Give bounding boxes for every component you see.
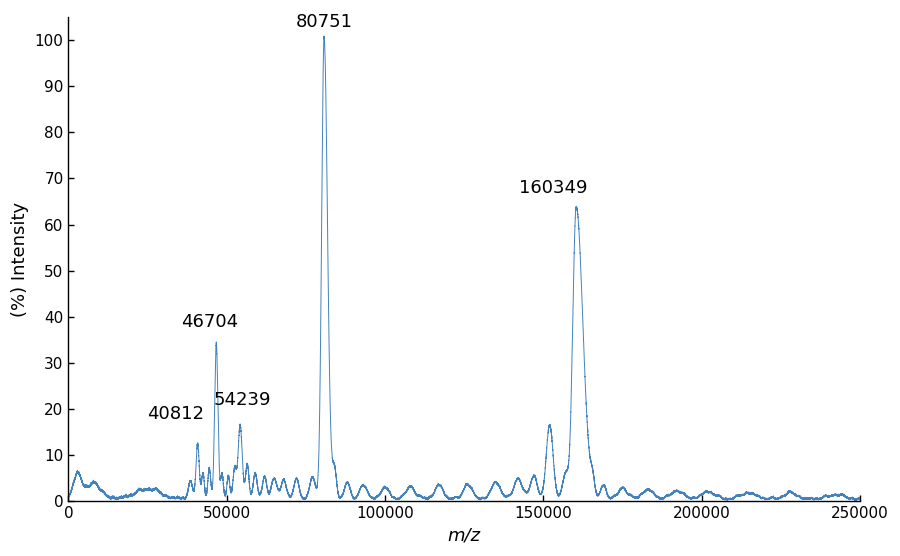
Text: 80751: 80751: [295, 13, 353, 31]
Text: 54239: 54239: [214, 391, 271, 409]
Text: 46704: 46704: [181, 312, 238, 331]
Y-axis label: (%) Intensity: (%) Intensity: [11, 202, 29, 317]
Text: 40812: 40812: [148, 405, 204, 423]
X-axis label: m/z: m/z: [447, 527, 481, 545]
Text: 160349: 160349: [518, 179, 587, 197]
